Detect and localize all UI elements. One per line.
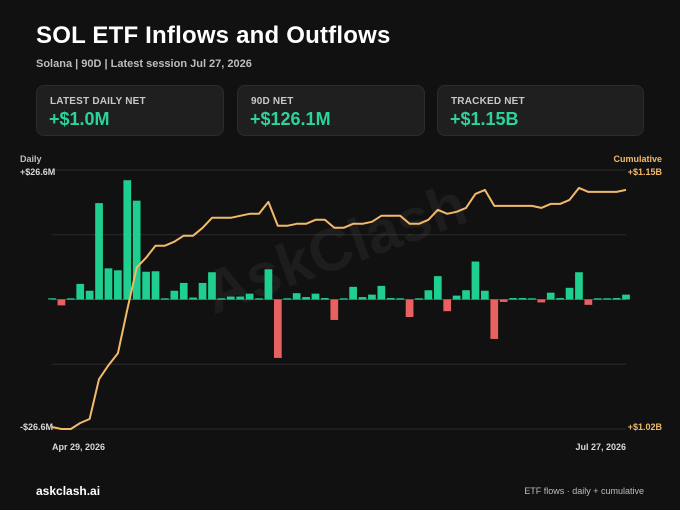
stat-card-latest-daily-net: LATEST DAILY NET +$1.0M xyxy=(36,85,224,136)
daily-flow-bar xyxy=(208,272,216,300)
daily-flow-bar xyxy=(546,292,555,300)
daily-flow-bar xyxy=(471,261,480,300)
daily-flow-bars xyxy=(48,180,630,358)
daily-flow-bar xyxy=(612,298,621,300)
left-axis-tick-label: +$26.6M xyxy=(20,167,55,177)
daily-flow-bar xyxy=(499,299,508,302)
daily-flow-bar xyxy=(132,200,141,300)
daily-flow-bar xyxy=(142,271,150,300)
stat-card-label: 90D NET xyxy=(251,96,294,107)
daily-flow-bar xyxy=(603,298,612,300)
daily-flow-bar xyxy=(424,290,433,300)
daily-flow-bar xyxy=(179,282,188,300)
daily-flow-bar xyxy=(452,295,461,300)
daily-flow-bar xyxy=(537,299,546,303)
daily-flow-bar xyxy=(377,285,386,300)
daily-flow-bar xyxy=(405,299,414,318)
stat-card-value: +$1.0M xyxy=(49,109,110,129)
daily-flow-bar xyxy=(245,293,254,300)
daily-flow-bar xyxy=(255,298,263,300)
daily-flow-bar xyxy=(565,287,574,300)
daily-flow-bar xyxy=(358,297,367,300)
daily-flow-bar xyxy=(189,297,198,300)
stat-card-value: +$126.1M xyxy=(250,109,331,129)
daily-flow-bar xyxy=(490,299,499,339)
daily-flow-bar xyxy=(170,290,179,300)
daily-flow-bar xyxy=(198,282,207,300)
daily-flow-bar xyxy=(622,294,630,300)
daily-flow-bar xyxy=(556,298,564,300)
right-axis-title: Cumulative xyxy=(613,154,662,164)
daily-flow-bar xyxy=(76,283,85,300)
daily-flow-bar xyxy=(114,270,122,300)
daily-flow-bar xyxy=(104,268,113,300)
stat-card-tracked-net: TRACKED NET +$1.15B xyxy=(437,85,644,136)
daily-flow-bar xyxy=(396,298,405,300)
daily-flow-bar xyxy=(236,296,245,300)
daily-flow-bar xyxy=(264,269,273,300)
stat-card-90d-net: 90D NET +$126.1M xyxy=(237,85,425,136)
footer-brand[interactable]: askclash.ai xyxy=(36,484,101,498)
daily-flow-bar xyxy=(48,298,56,300)
left-axis-title: Daily xyxy=(20,154,42,164)
daily-flow-bar xyxy=(283,298,292,300)
daily-flow-bar xyxy=(292,293,301,300)
x-axis-tick-label: Jul 27, 2026 xyxy=(575,442,626,452)
stat-card-label: LATEST DAILY NET xyxy=(50,96,146,107)
daily-flow-bar xyxy=(518,298,527,300)
daily-flow-bar xyxy=(509,298,517,300)
daily-flow-bar xyxy=(311,293,320,300)
daily-flow-bar xyxy=(273,299,282,358)
daily-flow-bar xyxy=(302,297,310,300)
daily-flow-bar xyxy=(480,290,489,300)
daily-flow-bar xyxy=(85,290,94,300)
daily-flow-bar xyxy=(584,299,593,305)
daily-flow-bar xyxy=(57,299,66,306)
daily-flow-bar xyxy=(161,298,169,300)
stat-card-value: +$1.15B xyxy=(450,109,519,129)
daily-flow-bar xyxy=(95,203,103,300)
page-title: SOL ETF Inflows and Outflows xyxy=(36,22,391,49)
footer-note: ETF flows · daily + cumulative xyxy=(524,486,644,496)
daily-flow-bar xyxy=(386,298,395,300)
right-axis-tick-label: +$1.15B xyxy=(628,167,663,177)
axis-labels: Daily +$26.6M -$26.6M Cumulative +$1.15B +$1.… xyxy=(20,154,662,452)
daily-flow-bar xyxy=(528,298,536,300)
right-axis-tick-label: +$1.02B xyxy=(628,422,663,432)
cumulative-line xyxy=(51,186,627,430)
page-subtitle: Solana | 90D | Latest session Jul 27, 20… xyxy=(36,58,252,70)
daily-flow-bar xyxy=(151,271,160,300)
daily-flow-bar xyxy=(349,286,357,300)
daily-flow-bar xyxy=(462,290,470,300)
daily-flow-bar xyxy=(217,298,226,300)
daily-flow-bar xyxy=(339,298,348,300)
daily-flow-bar xyxy=(415,298,423,300)
x-axis-tick-label: Apr 29, 2026 xyxy=(52,442,105,452)
daily-flow-bar xyxy=(368,294,376,300)
daily-flow-bar xyxy=(443,299,452,312)
daily-flow-bar xyxy=(66,298,75,300)
daily-flow-bar xyxy=(433,276,442,300)
daily-flow-bar xyxy=(593,298,602,300)
daily-flow-bar xyxy=(575,272,583,300)
stat-card-label: TRACKED NET xyxy=(451,96,525,107)
daily-flow-bar xyxy=(330,299,339,320)
left-axis-tick-label: -$26.6M xyxy=(20,422,53,432)
daily-flow-bar xyxy=(321,298,329,300)
daily-flow-bar xyxy=(226,296,235,300)
daily-flow-bar xyxy=(123,180,132,300)
